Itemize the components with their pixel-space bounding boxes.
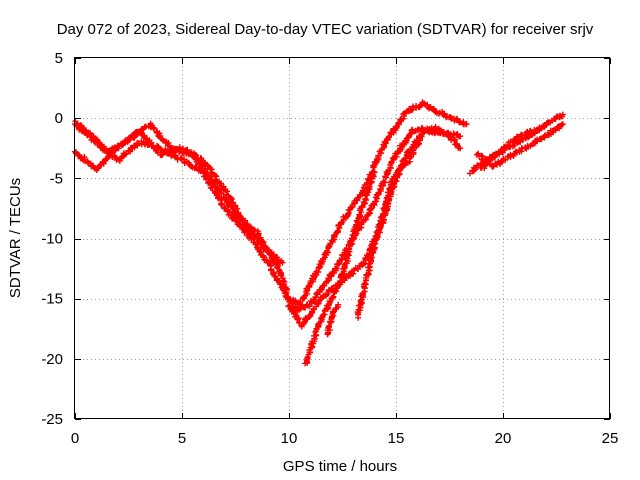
x-tick-label: 15 xyxy=(388,430,405,447)
y-tick-label: -20 xyxy=(41,351,63,368)
y-tick-label: -10 xyxy=(41,231,63,248)
series-track-10 xyxy=(477,124,545,172)
x-tick-label: 0 xyxy=(71,430,79,447)
series-markers xyxy=(477,124,545,172)
axes: 0 5 10 15 20 25 5 0 -5 -10 -15 -20 -25 xyxy=(41,50,618,447)
series-markers xyxy=(354,133,425,321)
series-markers xyxy=(302,169,378,367)
x-tick-label: 20 xyxy=(495,430,512,447)
series-track-5 xyxy=(302,169,378,367)
y-tick-label: -15 xyxy=(41,291,63,308)
y-axis-label: SDTVAR / TECUs xyxy=(7,178,24,298)
x-tick-label: 5 xyxy=(178,430,186,447)
series-markers xyxy=(71,128,286,266)
series-track-3 xyxy=(71,128,286,266)
x-axis-label: GPS time / hours xyxy=(283,458,397,475)
series-markers xyxy=(324,301,342,338)
y-tick-label: 5 xyxy=(55,50,63,67)
series-track-7 xyxy=(354,133,425,321)
grid-lines xyxy=(75,58,610,419)
plot-frame xyxy=(74,57,610,419)
x-tick-label: 25 xyxy=(602,430,619,447)
y-tick-label: -25 xyxy=(41,411,63,428)
x-tick-label: 10 xyxy=(281,430,298,447)
chart-title: Day 072 of 2023, Sidereal Day-to-day VTE… xyxy=(57,21,594,38)
y-tick-label: 0 xyxy=(55,110,63,127)
series-track-6 xyxy=(324,301,342,338)
y-tick-label: -5 xyxy=(50,170,63,187)
